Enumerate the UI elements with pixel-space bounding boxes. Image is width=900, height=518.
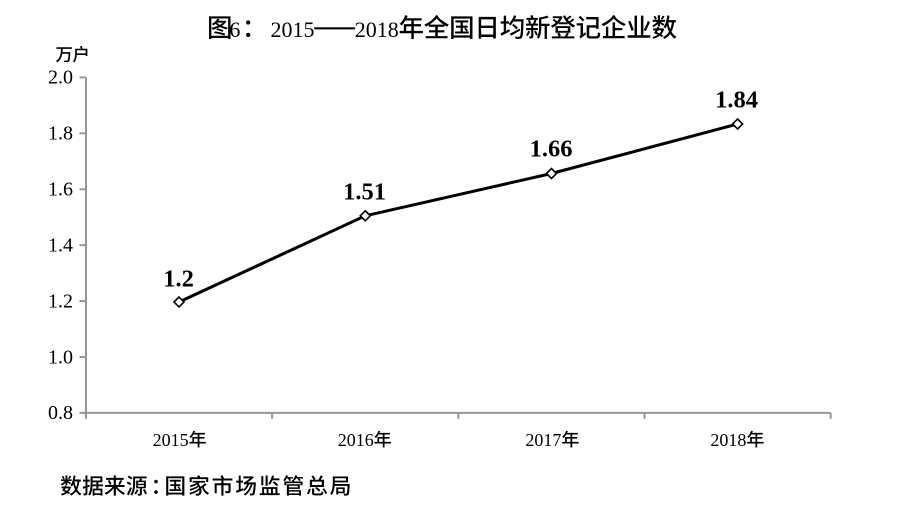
svg-text:1.8: 1.8 [48, 123, 73, 145]
svg-text:2015: 2015 [153, 430, 189, 450]
svg-text:1.2: 1.2 [48, 290, 73, 312]
svg-text:1.66: 1.66 [530, 136, 573, 163]
svg-text:1.0: 1.0 [48, 346, 73, 368]
svg-text:2016: 2016 [338, 430, 374, 450]
svg-text:1.51: 1.51 [343, 179, 386, 206]
svg-text:1.4: 1.4 [48, 235, 73, 257]
svg-text:0.8: 0.8 [48, 402, 73, 424]
svg-text:1.84: 1.84 [715, 87, 758, 114]
svg-text:1.6: 1.6 [48, 179, 73, 201]
svg-text:2018: 2018 [355, 17, 399, 42]
svg-text:2017: 2017 [525, 430, 561, 450]
svg-text:2015: 2015 [271, 17, 315, 42]
svg-text:2018: 2018 [710, 430, 746, 450]
svg-text:2.0: 2.0 [48, 67, 73, 89]
svg-text:1.2: 1.2 [163, 266, 194, 293]
svg-text:6: 6 [229, 17, 240, 42]
